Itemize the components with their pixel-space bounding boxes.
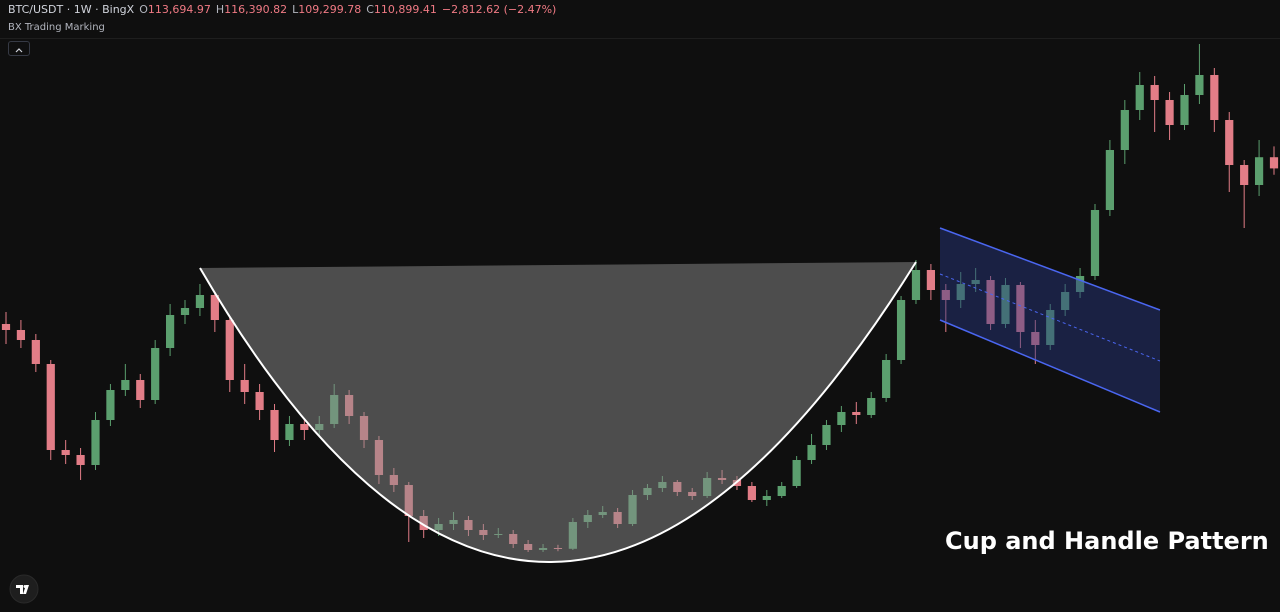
candle-body: [792, 460, 801, 486]
ohlc-value: 116,390.82: [224, 3, 288, 16]
candle-body: [225, 320, 234, 380]
handle-channel: [940, 228, 1160, 412]
candle-body: [1061, 292, 1070, 310]
candle-body: [1120, 110, 1129, 150]
candle-body: [852, 412, 861, 415]
candle-body: [106, 390, 115, 420]
candle-body: [195, 295, 205, 308]
candle-body: [240, 380, 249, 392]
ohlc-value: 113,694.97: [147, 3, 211, 16]
candle-body: [1150, 85, 1159, 100]
ohlc-value: 109,299.78: [298, 3, 362, 16]
channel-lower: [939, 319, 1161, 413]
candle-body: [1090, 210, 1100, 276]
candle-body: [762, 496, 771, 500]
candle-body: [1075, 276, 1085, 292]
cup-area: [200, 262, 916, 563]
ohlc: O113,694.97 H116,390.82 L109,299.78 C110,89…: [134, 3, 437, 16]
symbol-legend: BTC/USDT · 1W · BingX O113,694.97 H116,390…: [8, 3, 556, 16]
change: −2,812.62 (−2.47%): [441, 3, 557, 16]
candle-body: [1046, 310, 1055, 345]
candle-body: [807, 445, 816, 460]
candle-body: [1254, 157, 1264, 185]
candle-body: [136, 380, 145, 400]
candle-body: [971, 280, 980, 284]
candle-body: [777, 486, 786, 496]
candle-body: [911, 270, 921, 300]
candle-body: [255, 392, 264, 410]
candle-body: [986, 280, 995, 324]
candle-body: [61, 450, 70, 455]
candle-body: [165, 315, 175, 348]
candle-body: [896, 300, 906, 360]
candle-body: [76, 455, 85, 465]
candle-body: [1016, 285, 1025, 332]
candle-body: [1240, 165, 1249, 185]
candle-body: [31, 340, 40, 364]
candle-body: [300, 424, 309, 430]
candle-body: [1195, 75, 1204, 95]
chevron-icon: [15, 48, 23, 53]
collapse-button[interactable]: [8, 41, 30, 56]
candle-body: [270, 410, 279, 440]
logo-icon: [9, 574, 39, 604]
symbol[interactable]: BTC/USDT · 1W · BingX: [8, 3, 135, 16]
candle-body: [1225, 120, 1234, 165]
candle-body: [180, 308, 190, 315]
candle-body: [46, 364, 55, 450]
candle-body: [822, 425, 831, 445]
separator: [0, 38, 1280, 39]
candle-body: [285, 424, 294, 440]
candle-body: [1, 324, 11, 330]
candle-body: [747, 486, 756, 500]
ohlc-key: C: [366, 3, 374, 16]
tradingview-logo[interactable]: [9, 574, 39, 608]
candle-body: [867, 398, 876, 415]
candle-body: [121, 380, 130, 390]
channel-upper: [939, 227, 1161, 311]
candle-body: [16, 330, 26, 340]
candle-body: [151, 348, 160, 400]
indicator-name[interactable]: BX Trading Marking: [8, 22, 105, 33]
pattern-label: Cup and Handle Pattern: [945, 527, 1269, 555]
ohlc-key: O: [139, 3, 148, 16]
candle-body: [1135, 85, 1144, 110]
candle-body: [1105, 150, 1115, 210]
candle-body: [1001, 285, 1010, 324]
cup-curve: [199, 261, 917, 563]
candle-body: [91, 420, 100, 465]
candle-body: [837, 412, 846, 425]
candle-body: [1210, 75, 1219, 120]
candle-body: [882, 360, 891, 398]
candle-body: [1269, 157, 1279, 169]
candle-body: [941, 290, 950, 300]
candle-body: [1031, 332, 1040, 345]
ohlc-key: H: [215, 3, 225, 16]
candle-body: [926, 270, 935, 290]
candle-body: [210, 295, 219, 320]
candle-body: [956, 284, 965, 300]
ohlc-value: 110,899.41: [373, 3, 437, 16]
ohlc-key: L: [292, 3, 299, 16]
candle-body: [1180, 95, 1189, 125]
candle-body: [1165, 100, 1174, 125]
